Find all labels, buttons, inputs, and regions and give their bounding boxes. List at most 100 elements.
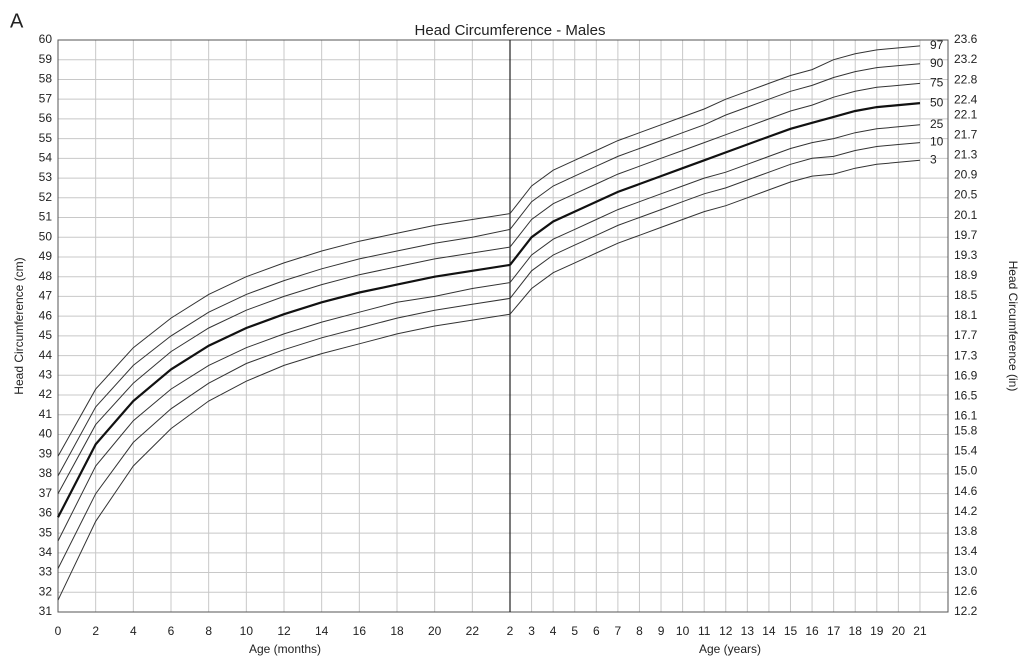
x-tick-label: 19 [870,624,884,638]
x-tick-label: 15 [784,624,798,638]
y-tick-label: 59 [39,52,53,66]
y2-tick-label: 14.6 [954,484,978,498]
y-tick-label: 51 [39,210,53,224]
x-axis-label: Age (years) [699,642,761,656]
series-label: 75 [930,76,944,90]
x-tick-label: 12 [719,624,733,638]
x-tick-label: 21 [913,624,927,638]
percentile-line [509,45,921,214]
y2-tick-label: 18.9 [954,268,978,282]
x-tick-label: 4 [130,624,137,638]
x-tick-label: 13 [741,624,755,638]
series-label: 50 [930,95,944,109]
y-tick-label: 58 [39,72,53,86]
y2-tick-label: 17.3 [954,348,978,362]
y-tick-label: 33 [39,565,53,579]
x-tick-label: 18 [849,624,863,638]
percentile-line [57,213,511,457]
percentile-line [509,102,921,266]
x-tick-label: 16 [353,624,367,638]
series-label: 97 [930,38,944,52]
y-tick-label: 45 [39,328,53,342]
percentile-line [57,246,511,494]
x-tick-label: 4 [550,624,557,638]
x-tick-label: 10 [676,624,690,638]
y-axis-label: Head Circumference (cm) [12,257,26,394]
y-tick-label: 55 [39,131,53,145]
x-tick-label: 10 [240,624,254,638]
y2-tick-label: 23.6 [954,32,978,46]
percentile-line [57,313,511,601]
percentile-line [509,82,921,248]
y-tick-label: 44 [39,348,53,362]
percentile-line [57,228,511,477]
y2-tick-label: 12.2 [954,604,978,618]
x-tick-label: 9 [658,624,665,638]
x-tick-label: 2 [92,624,99,638]
y2-tick-label: 21.3 [954,148,978,162]
y-tick-label: 49 [39,249,53,263]
x-tick-label: 6 [168,624,175,638]
plot-frame [57,39,949,613]
y2-tick-label: 22.8 [954,72,978,86]
y2-tick-label: 13.0 [954,564,978,578]
x-tick-label: 8 [205,624,212,638]
y-tick-label: 34 [39,545,53,559]
y2-tick-label: 23.2 [954,52,978,66]
percentile-line [509,159,921,315]
percentile-line [57,282,511,542]
x-tick-label: 6 [593,624,600,638]
y-tick-label: 54 [39,151,53,165]
series-label: 90 [930,56,944,70]
y2-tick-label: 21.7 [954,128,978,142]
y-tick-label: 40 [39,427,53,441]
y-tick-label: 52 [39,190,53,204]
y2-tick-label: 20.1 [954,208,978,222]
y-tick-label: 43 [39,367,53,381]
percentile-line [509,63,921,230]
x-tick-label: 20 [428,624,442,638]
y2-tick-label: 19.7 [954,228,978,242]
y2-tick-label: 18.5 [954,288,978,302]
x-tick-label: 12 [277,624,291,638]
y2-tick-label: 16.9 [954,368,978,382]
y2-tick-label: 20.5 [954,188,978,202]
y2-tick-label: 16.5 [954,388,978,402]
x-tick-label: 18 [390,624,404,638]
x-tick-label: 11 [698,624,711,638]
percentile-line [509,124,921,283]
y2-tick-label: 14.2 [954,504,978,518]
y2-tick-label: 12.6 [954,584,978,598]
y2-axis-label: Head Circumference (in) [1006,261,1020,392]
percentile-line [57,263,511,518]
x-tick-label: 3 [528,624,535,638]
x-tick-label: 22 [466,624,480,638]
y2-tick-label: 15.0 [954,464,978,478]
panel-label: A [10,10,24,32]
y-tick-label: 60 [39,32,53,46]
series-label: 25 [930,117,944,131]
y2-tick-label: 22.1 [954,107,978,121]
y-tick-label: 47 [39,289,53,303]
percentile-line [509,142,921,299]
x-tick-label: 2 [507,624,514,638]
x-tick-label: 0 [55,624,62,638]
series-label: 3 [930,152,937,166]
y-tick-label: 38 [39,466,53,480]
y-tick-label: 32 [39,584,53,598]
x-tick-label: 16 [805,624,819,638]
y-tick-label: 57 [39,91,53,105]
y2-tick-label: 22.4 [954,92,978,106]
x-tick-label: 14 [762,624,776,638]
percentile-line [57,297,511,569]
y-tick-label: 56 [39,111,53,125]
y-tick-label: 35 [39,525,53,539]
y2-tick-label: 17.7 [954,328,978,342]
y-tick-label: 36 [39,506,53,520]
y2-tick-label: 20.9 [954,168,978,182]
y-tick-label: 37 [39,486,53,500]
x-tick-label: 14 [315,624,329,638]
y-tick-label: 39 [39,446,53,460]
y-tick-label: 41 [39,407,53,421]
